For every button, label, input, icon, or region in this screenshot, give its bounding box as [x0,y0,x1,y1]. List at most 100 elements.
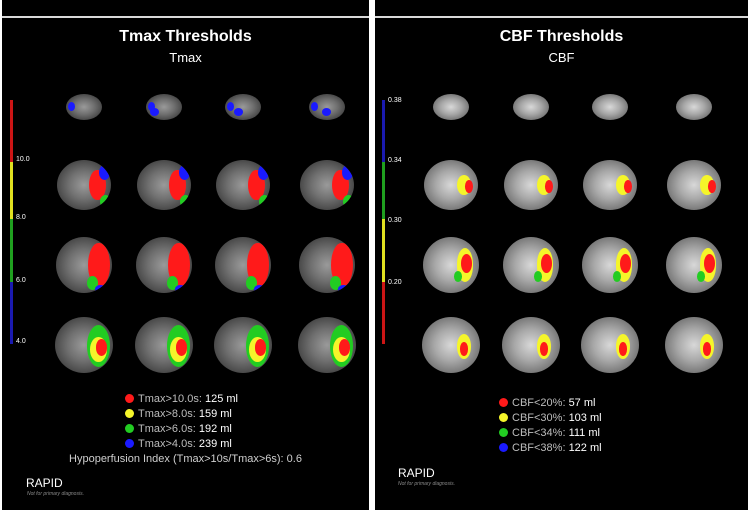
perfusion-overlay [453,270,463,282]
brain-slice-image [676,94,712,120]
brain-slice-image [592,94,628,120]
brain-slice-image [146,94,182,120]
perfusion-overlay [86,276,98,291]
legend-value: 192 ml [198,423,232,435]
tmax-scale-green [10,219,13,282]
perfusion-overlay [696,270,706,282]
brain-slice-image [309,94,345,120]
legend-dot-icon [499,428,508,437]
tmax-legend: Tmax>10.0s: 125 ml Tmax>8.0s: 159 ml Tma… [125,392,238,452]
tmax-scale-blue [10,282,13,344]
brain-slice-image [424,160,478,210]
legend-value: 111 ml [568,427,600,439]
cbf-scale-yellow [382,219,385,282]
cbf-scale-tick: 0.30 [388,217,402,224]
tmax-scale-tick: 6.0 [16,277,26,284]
legend-value: 103 ml [568,412,602,424]
perfusion-overlay [329,276,341,291]
legend-dot-icon [125,394,134,403]
perfusion-overlay [464,180,473,193]
legend-dot-icon [499,398,508,407]
cbf-legend-row-30: CBF<30%: 103 ml [499,411,602,426]
perfusion-overlay [461,253,473,274]
tmax-scale-tick: 4.0 [16,338,26,345]
perfusion-overlay [620,253,632,274]
tmax-subtitle: Tmax [169,50,202,65]
perfusion-overlay [175,339,188,357]
brain-slice-image [581,317,639,373]
perfusion-overlay [459,342,469,357]
tmax-title: Tmax Thresholds [119,28,252,45]
brain-slice-image [214,317,272,373]
perfusion-overlay [544,180,553,193]
brain-slice-image [225,94,261,120]
legend-value: 159 ml [198,408,232,420]
brain-slice-image [502,317,560,373]
legend-label: Tmax>6.0s: [138,423,196,435]
legend-dot-icon [499,443,508,452]
brain-slice-image [299,237,355,293]
disclaimer-text: Not for primary diagnosis. [398,481,455,487]
tmax-legend-row-4s: Tmax>4.0s: 239 ml [125,437,238,452]
tmax-scale-tick: 8.0 [16,214,26,221]
legend-label: Tmax>8.0s: [138,408,196,420]
perfusion-overlay [338,339,351,357]
cbf-legend-row-38: CBF<38%: 122 ml [499,441,602,456]
cbf-legend-row-34: CBF<34%: 111 ml [499,426,602,441]
brain-slice-image [136,237,192,293]
perfusion-overlay [612,270,622,282]
cbf-panel: CBF Thresholds CBF 0.38 0.34 0.30 0.20 C… [375,0,748,510]
legend-label: Tmax>10.0s: [138,393,202,405]
perfusion-overlay [245,276,257,291]
brain-slice-image [137,160,191,210]
brain-slice-image [298,317,356,373]
cbf-scale-tick: 0.38 [388,97,402,104]
perfusion-overlay [623,180,632,193]
brain-slice-image [433,94,469,120]
perfusion-overlay [99,165,110,180]
brain-slice-image [665,317,723,373]
tmax-panel: Tmax Thresholds Tmax 10.0 8.0 6.0 4.0 Tm… [2,0,369,510]
cbf-scale-blue [382,100,385,162]
brain-slice-image [56,237,112,293]
brain-slice-image [583,160,637,210]
tmax-scale-yellow [10,162,13,219]
legend-dot-icon [125,439,134,448]
legend-dot-icon [499,413,508,422]
perfusion-overlay [226,101,234,111]
legend-dot-icon [125,424,134,433]
brain-slice-image [216,160,270,210]
brain-slice-image [504,160,558,210]
perfusion-overlay [321,108,331,117]
brain-slice-image [300,160,354,210]
perfusion-overlay [310,101,318,111]
panel-top-divider [2,16,369,18]
perfusion-overlay [342,165,353,180]
perfusion-overlay [180,195,191,208]
perfusion-overlay [150,108,160,117]
brain-slice-image [666,237,722,293]
brain-slice-image [503,237,559,293]
brain-slice-image [513,94,549,120]
legend-label: CBF<20%: [512,397,566,409]
perfusion-overlay [539,342,549,357]
tmax-scale-red [10,100,13,162]
perfusion-overlay [254,339,267,357]
perfusion-overlay [258,165,269,180]
perfusion-overlay [338,284,350,293]
cbf-title: CBF Thresholds [499,28,624,45]
perfusion-overlay [533,270,543,282]
legend-label: Tmax>4.0s: [138,438,196,450]
brain-slice-image [667,160,721,210]
legend-label: CBF<38%: [512,442,566,454]
legend-value: 122 ml [568,442,602,454]
disclaimer-text: Not for primary diagnosis. [27,491,84,497]
rapid-logo: RAPID [26,476,63,490]
cbf-scale-tick: 0.34 [388,157,402,164]
tmax-legend-row-8s: Tmax>8.0s: 159 ml [125,407,238,422]
perfusion-overlay [95,284,107,293]
legend-label: CBF<34%: [512,427,566,439]
cbf-subtitle: CBF [548,50,575,65]
panel-top-divider [375,16,748,18]
perfusion-overlay [618,342,628,357]
